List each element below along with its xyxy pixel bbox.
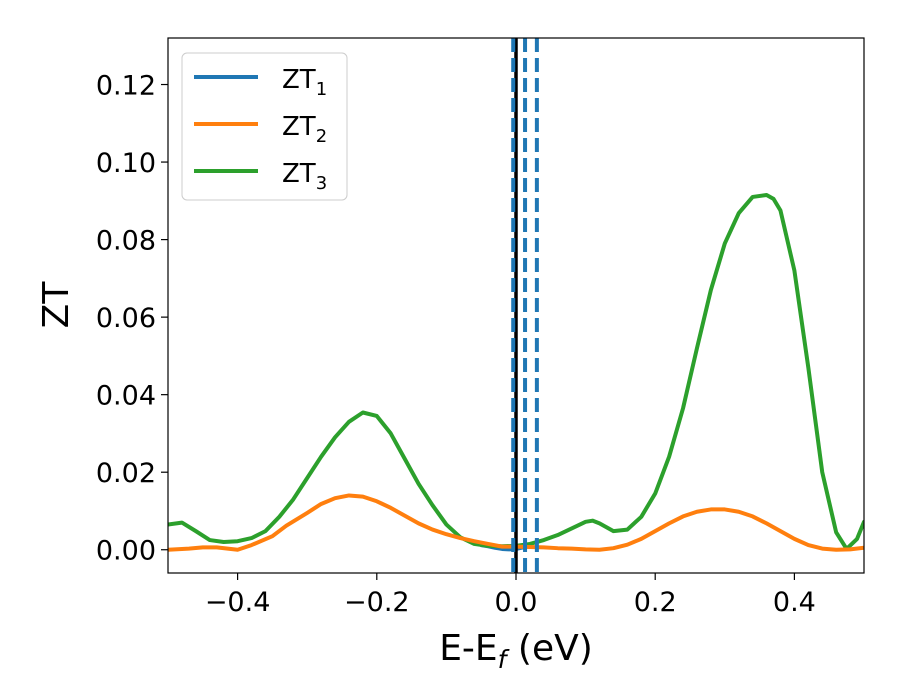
x-axis-label: E-Ef (eV)	[439, 628, 593, 674]
y-tick-label: 0.04	[96, 381, 156, 412]
x-tick-label: −0.2	[344, 587, 410, 618]
y-axis-ticks: 0.00 0.02 0.04 0.06 0.08 0.10 0.12	[96, 71, 168, 567]
y-tick-label: 0.02	[96, 458, 156, 489]
legend-label-zt2-main: ZT	[282, 112, 316, 142]
legend-label-zt2: ZT2	[282, 112, 327, 147]
reference-lines	[511, 38, 539, 573]
x-tick-label: 0.4	[773, 587, 816, 618]
x-tick-label: 0.2	[634, 587, 677, 618]
x-axis-label-main: E-E	[439, 628, 497, 669]
x-axis-label-unit: (eV)	[506, 628, 592, 669]
x-tick-label: 0.0	[495, 587, 538, 618]
y-tick-label: 0.10	[96, 148, 156, 179]
y-tick-label: 0.06	[96, 303, 156, 334]
y-tick-label: 0.08	[96, 226, 156, 257]
x-tick-label: −0.4	[205, 587, 271, 618]
y-tick-label: 0.00	[96, 536, 156, 567]
legend-label-zt1: ZT1	[282, 65, 327, 100]
legend-label-zt3-main: ZT	[282, 159, 316, 189]
legend-label-zt1-sub: 1	[316, 79, 327, 100]
series-line-zt2	[168, 493, 864, 552]
x-axis-ticks: −0.4 −0.2 0.0 0.2 0.4	[205, 573, 816, 618]
legend: ZT1 ZT2 ZT3	[181, 52, 348, 201]
legend-label-zt3-sub: 3	[316, 173, 327, 194]
legend-label-zt1-main: ZT	[282, 65, 316, 95]
y-axis-label: ZT	[36, 281, 77, 329]
legend-label-zt2-sub: 2	[316, 126, 327, 147]
y-tick-label: 0.12	[96, 71, 156, 102]
legend-label-zt3: ZT3	[282, 159, 327, 194]
legend-box	[181, 52, 348, 201]
